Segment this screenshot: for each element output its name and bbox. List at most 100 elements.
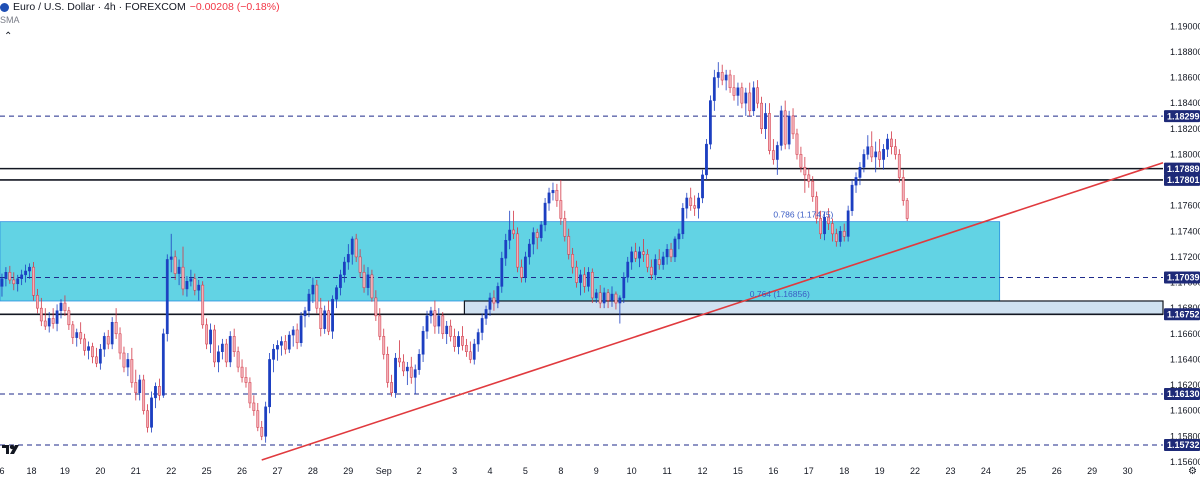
candle-body (838, 231, 842, 242)
candle-body (673, 238, 677, 258)
candle-body (484, 309, 488, 319)
candle (386, 346, 390, 388)
y-tick-label: 1.18800 (1170, 47, 1200, 57)
candle-body (91, 346, 94, 358)
candle-body (217, 351, 220, 363)
candle (366, 267, 370, 296)
candle (350, 236, 354, 265)
candle (441, 312, 445, 339)
level-badge-bg (1164, 110, 1200, 123)
candle-body (177, 266, 181, 274)
candle (291, 326, 295, 347)
candle-body (874, 151, 878, 158)
candle-body (827, 216, 830, 224)
candle (626, 256, 630, 283)
candle-body (583, 274, 586, 287)
x-tick-label: 18 (26, 466, 36, 476)
candle (161, 328, 165, 398)
candle (39, 297, 43, 327)
zone-zone (0, 221, 1001, 302)
candle (98, 344, 102, 370)
collapse-chevron-icon[interactable]: ⌃ (4, 31, 13, 42)
x-tick-label: 6 (0, 466, 4, 476)
candle (732, 74, 736, 101)
candle (768, 103, 771, 155)
candle (606, 288, 610, 309)
candle-body (429, 310, 433, 317)
candle-body (862, 154, 866, 168)
candle-body (8, 272, 12, 281)
candle (220, 338, 224, 360)
candle (295, 323, 299, 350)
x-tick-label: 26 (237, 466, 247, 476)
candle (551, 182, 555, 201)
settings-gear-icon[interactable]: ⚙ (1188, 466, 1197, 477)
candle (571, 247, 575, 274)
candle (799, 146, 803, 173)
y-tick-label: 1.19000 (1170, 21, 1200, 31)
candle-body (508, 229, 512, 241)
candle-body (882, 149, 885, 160)
candle (209, 323, 212, 354)
candle (335, 285, 338, 309)
candle-body (291, 329, 295, 336)
candle (512, 210, 516, 239)
candle-body (150, 397, 153, 428)
x-tick-label: 2 (417, 466, 422, 476)
candle (110, 317, 114, 350)
candle (213, 324, 216, 368)
candle-body (606, 292, 610, 301)
candle (539, 221, 543, 242)
candle-body (193, 278, 197, 291)
candle (185, 276, 189, 297)
candle (527, 238, 531, 265)
candle-body (555, 190, 559, 201)
candle (846, 205, 850, 242)
candle (307, 288, 311, 318)
candle-body (697, 197, 700, 209)
candle-body (866, 146, 870, 155)
candle-body (142, 379, 146, 411)
candle-body (173, 256, 177, 274)
symbol-header[interactable]: Euro / U.S. Dollar · 4h · FOREXCOM −0.00… (0, 0, 280, 14)
candle (893, 139, 897, 160)
candle (130, 347, 134, 388)
candle-body (756, 87, 760, 104)
candle-body (575, 266, 578, 283)
candle (311, 277, 315, 304)
candle (252, 395, 256, 416)
candle (598, 285, 602, 309)
candle-body (901, 177, 905, 201)
x-tick-label: 26 (1052, 466, 1062, 476)
candle (217, 345, 220, 373)
candle-body (402, 361, 405, 372)
candle (126, 353, 130, 377)
x-tick-label: 8 (558, 466, 563, 476)
y-tick-label: 1.16000 (1170, 406, 1200, 416)
candle (425, 310, 429, 339)
candle (248, 377, 252, 409)
candle (468, 341, 472, 364)
candle (838, 226, 842, 247)
indicator-label[interactable]: SMA (0, 15, 20, 25)
candle (673, 236, 677, 263)
candle-body (586, 272, 590, 287)
candle-body (496, 286, 500, 304)
fib-label: 0.764 (1.16856) (750, 289, 810, 299)
candle-body (126, 359, 130, 368)
candle-body (181, 266, 185, 290)
candle-body (4, 272, 8, 279)
candle-body (709, 100, 712, 145)
candle (630, 246, 634, 270)
candle-body (811, 181, 815, 197)
y-tick-label: 1.16800 (1170, 303, 1200, 313)
candle (827, 208, 830, 230)
candle-body (795, 133, 799, 155)
candle (464, 338, 468, 357)
x-tick-label: 19 (60, 466, 70, 476)
candle-body (543, 202, 547, 226)
candle (12, 272, 16, 291)
candle-body (425, 315, 429, 332)
candle (590, 268, 594, 304)
